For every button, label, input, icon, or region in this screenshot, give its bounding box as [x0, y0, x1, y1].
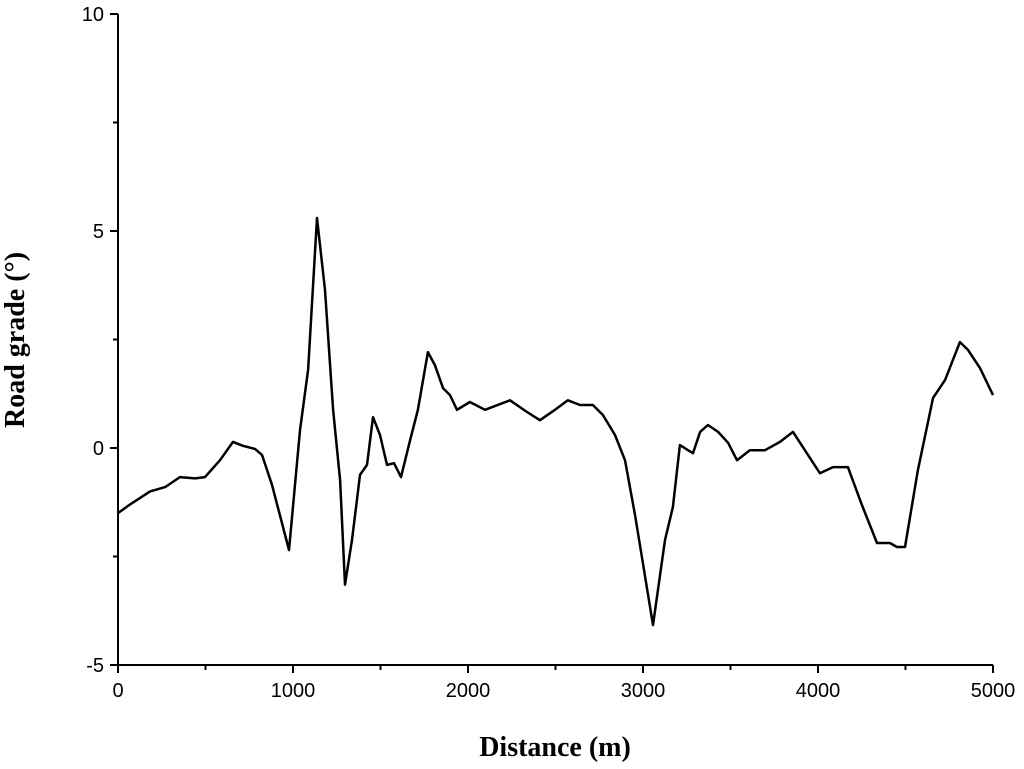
y-tick-label: 0 [93, 438, 104, 460]
y-axis-title: Road grade (°) [0, 252, 31, 428]
y-tick-label: -5 [86, 655, 104, 677]
x-tick-label: 2000 [446, 680, 491, 702]
x-tick-label: 1000 [271, 680, 316, 702]
x-tick-label: 0 [112, 680, 123, 702]
y-tick-label: 5 [93, 221, 104, 243]
x-axis-title: Distance (m) [479, 732, 631, 763]
x-tick-label: 3000 [621, 680, 666, 702]
y-tick-label: 10 [82, 4, 104, 26]
x-tick-label: 5000 [971, 680, 1016, 702]
x-tick-label: 4000 [796, 680, 841, 702]
data-line [117, 216, 995, 627]
